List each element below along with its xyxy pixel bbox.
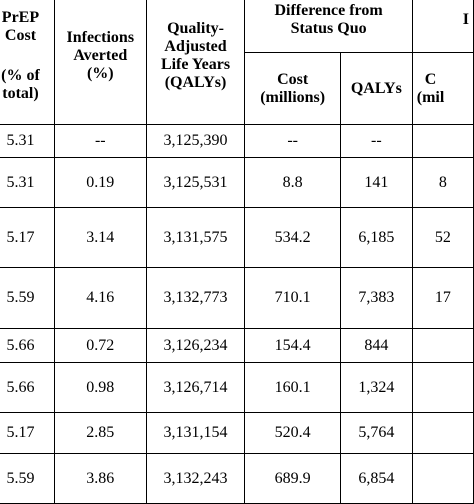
- cell-diff-cost: --: [244, 124, 341, 158]
- table-row: 5.31 0.19 3,125,531 8.8 141 8: [0, 157, 474, 208]
- cell-infections-averted: 3.86: [53, 453, 147, 504]
- header-partial-group: I: [411, 0, 474, 53]
- cell-diff-qalys: 6,185: [339, 207, 413, 268]
- table-row: 5.17 3.14 3,131,575 534.2 6,185 52: [0, 207, 474, 268]
- cell-infections-averted: 3.14: [53, 207, 147, 268]
- cell-diff-qalys: 141: [339, 157, 413, 208]
- cell-infections-averted: 0.19: [53, 157, 147, 208]
- cell-infections-averted: 4.16: [53, 267, 147, 329]
- cell-diff-cost: 710.1: [244, 267, 341, 329]
- cell-partial: [411, 362, 474, 413]
- cell-partial: [411, 328, 474, 363]
- table-row: 5.59 4.16 3,132,773 710.1 7,383 17: [0, 267, 474, 329]
- cell-diff-qalys: --: [339, 124, 413, 158]
- cell-partial: 8: [411, 157, 474, 208]
- cell-partial: 17: [411, 267, 474, 329]
- cell-diff-qalys: 5,764: [339, 412, 413, 454]
- header-diff-cost: Cost (millions): [244, 52, 341, 125]
- cell-prep-cost: 5.31: [0, 124, 55, 158]
- cell-prep-cost: 5.66: [0, 328, 55, 363]
- cell-prep-cost: 5.17: [0, 412, 55, 454]
- cell-qalys: 3,126,234: [145, 328, 246, 363]
- cell-diff-qalys: 7,383: [339, 267, 413, 329]
- cell-partial: [411, 412, 474, 454]
- header-diff-qalys: QALYs: [339, 52, 413, 125]
- cell-partial: [411, 453, 474, 504]
- cell-prep-cost: 5.31: [0, 157, 55, 208]
- header-row-1: PrEP Cost (% of total) Infections Averte…: [0, 0, 474, 125]
- cell-qalys: 3,126,714: [145, 362, 246, 413]
- table-row: 5.17 2.85 3,131,154 520.4 5,764: [0, 412, 474, 454]
- table-row: 5.66 0.98 3,126,714 160.1 1,324: [0, 362, 474, 413]
- cell-diff-qalys: 6,854: [339, 453, 413, 504]
- table-row: 5.31 -- 3,125,390 -- --: [0, 124, 474, 158]
- cell-diff-cost: 689.9: [244, 453, 341, 504]
- cell-qalys: 3,125,390: [145, 124, 246, 158]
- cell-infections-averted: 0.98: [53, 362, 147, 413]
- cell-infections-averted: 0.72: [53, 328, 147, 363]
- table-row: 5.66 0.72 3,126,234 154.4 844: [0, 328, 474, 363]
- cell-diff-cost: 534.2: [244, 207, 341, 268]
- cell-qalys: 3,131,575: [145, 207, 246, 268]
- cell-partial: 52: [411, 207, 474, 268]
- cell-diff-qalys: 844: [339, 328, 413, 363]
- cell-qalys: 3,125,531: [145, 157, 246, 208]
- header-difference-from-status-quo: Difference from Status Quo: [244, 0, 413, 53]
- cell-diff-qalys: 1,324: [339, 362, 413, 413]
- cell-partial: [411, 124, 474, 158]
- cell-prep-cost: 5.59: [0, 267, 55, 329]
- header-partial-cost: C (mil: [411, 52, 474, 125]
- cell-prep-cost: 5.17: [0, 207, 55, 268]
- cell-qalys: 3,132,773: [145, 267, 246, 329]
- cell-diff-cost: 160.1: [244, 362, 341, 413]
- header-prep-cost: PrEP Cost (% of total): [0, 0, 55, 125]
- header-qalys: Quality- Adjusted Life Years (QALYs): [145, 0, 246, 125]
- table-row: 5.59 3.86 3,132,243 689.9 6,854: [0, 453, 474, 504]
- cell-diff-cost: 154.4: [244, 328, 341, 363]
- cell-infections-averted: 2.85: [53, 412, 147, 454]
- cell-diff-cost: 8.8: [244, 157, 341, 208]
- cell-qalys: 3,132,243: [145, 453, 246, 504]
- cell-qalys: 3,131,154: [145, 412, 246, 454]
- cell-prep-cost: 5.66: [0, 362, 55, 413]
- header-row-2: Cost (millions) QALYs C (mil: [0, 52, 474, 125]
- cell-infections-averted: --: [53, 124, 147, 158]
- cell-prep-cost: 5.59: [0, 453, 55, 504]
- cell-diff-cost: 520.4: [244, 412, 341, 454]
- header-infections-averted: Infections Averted (%): [53, 0, 147, 125]
